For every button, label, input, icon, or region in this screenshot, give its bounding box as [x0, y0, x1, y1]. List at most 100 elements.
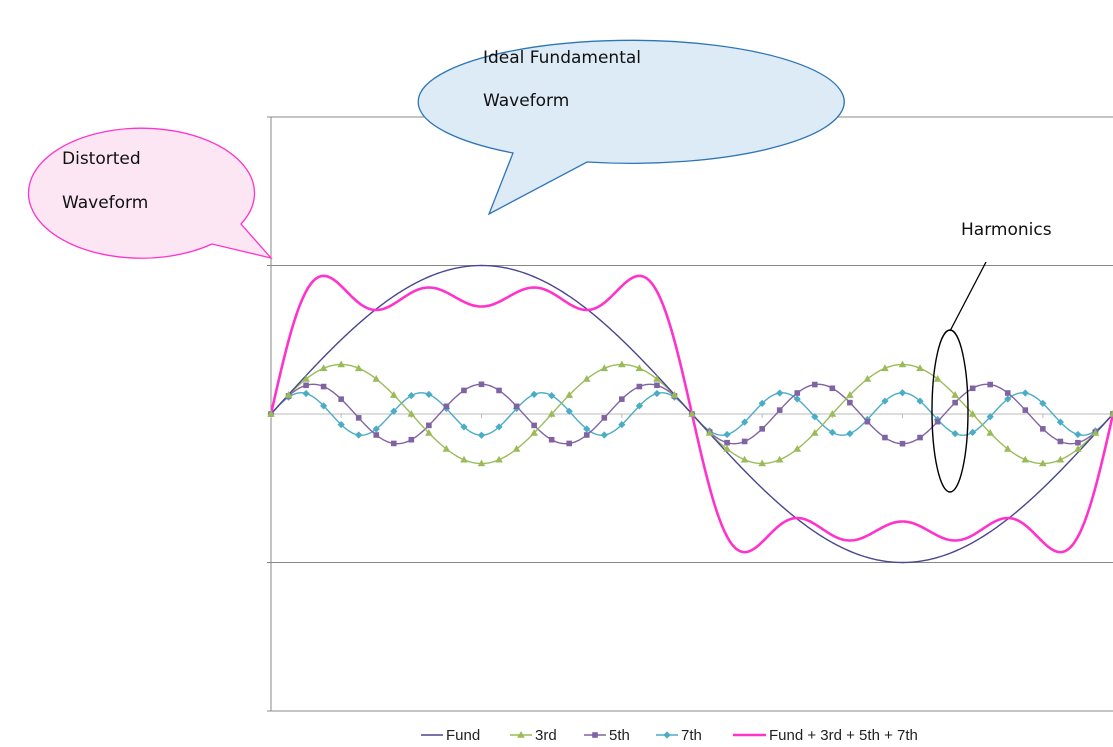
data-point-5th — [847, 399, 853, 406]
legend-label: 5th — [609, 727, 630, 744]
data-point-5th — [320, 383, 327, 390]
data-point-5th — [619, 396, 625, 402]
data-point-7th — [530, 390, 538, 399]
data-point-7th — [741, 418, 749, 426]
data-point-7th — [565, 407, 573, 415]
data-point-5th — [952, 399, 958, 406]
data-point-5th — [531, 422, 537, 429]
data-point-5th — [1004, 390, 1011, 396]
data-point-3rd — [986, 428, 995, 436]
distorted-waveform-callout: Distorted Waveform — [27, 127, 273, 260]
data-point-5th — [776, 407, 783, 413]
data-point-3rd — [547, 410, 556, 417]
data-point-3rd — [951, 391, 959, 398]
data-point-3rd — [670, 391, 679, 398]
data-point-3rd — [530, 428, 538, 436]
data-point-7th — [600, 431, 608, 439]
data-point-7th — [355, 431, 363, 439]
data-point-3rd — [793, 445, 802, 452]
data-point-3rd — [600, 364, 609, 372]
data-point-5th — [355, 415, 362, 421]
data-point-5th — [566, 440, 573, 447]
data-point-7th — [811, 413, 819, 421]
data-point-7th — [951, 429, 959, 438]
data-point-7th — [1004, 395, 1012, 403]
data-point-5th — [373, 432, 380, 438]
data-point-5th — [443, 403, 450, 410]
data-point-5th — [1040, 426, 1046, 432]
data-point-3rd — [688, 410, 696, 417]
data-point-3rd — [284, 391, 293, 398]
data-point-5th — [864, 418, 871, 425]
data-point-3rd — [407, 410, 416, 417]
data-point-3rd — [267, 410, 275, 417]
data-point-3rd — [758, 459, 766, 467]
data-point-3rd — [810, 428, 819, 436]
data-point-3rd — [705, 428, 714, 436]
data-point-7th — [846, 429, 854, 438]
data-point-3rd — [723, 445, 731, 452]
data-point-7th — [548, 392, 556, 400]
data-point-7th — [1074, 430, 1082, 439]
data-point-7th — [881, 397, 889, 405]
data-point-5th — [478, 381, 485, 388]
data-point-5th — [969, 385, 976, 392]
data-point-5th — [987, 381, 994, 388]
data-point-7th — [495, 423, 503, 431]
data-point-7th — [477, 431, 486, 439]
data-point-5th — [811, 381, 818, 388]
data-point-5th — [338, 396, 344, 402]
data-point-3rd — [425, 428, 433, 436]
data-point-5th — [496, 387, 502, 394]
data-point-5th — [1075, 439, 1081, 446]
data-point-7th — [425, 390, 433, 399]
data-point-7th — [916, 397, 924, 405]
data-point-3rd — [1056, 455, 1065, 463]
data-point-7th — [793, 395, 801, 403]
data-point-5th — [390, 440, 397, 447]
data-point-7th — [723, 430, 731, 439]
data-point-7th — [1039, 399, 1047, 407]
data-point-5th — [759, 426, 765, 432]
data-point-7th — [635, 402, 643, 410]
ideal-callout-line-1: Ideal Fundamental — [483, 48, 641, 68]
data-point-5th — [882, 434, 888, 441]
data-point-7th — [372, 425, 380, 433]
data-point-3rd — [933, 374, 942, 382]
data-point-5th — [601, 415, 608, 421]
data-point-7th — [583, 425, 591, 433]
data-point-3rd — [881, 364, 889, 372]
data-point-5th — [917, 434, 923, 441]
data-point-5th — [408, 436, 415, 443]
distorted-callout-line-1: Distorted — [62, 149, 141, 169]
data-point-5th — [303, 382, 309, 389]
data-point-3rd — [968, 410, 977, 417]
data-point-3rd — [740, 455, 749, 463]
data-point-3rd — [389, 391, 398, 398]
data-point-7th — [898, 389, 907, 397]
data-point-3rd — [565, 391, 574, 398]
data-point-3rd — [477, 459, 486, 467]
data-point-5th — [829, 385, 836, 392]
data-point-3rd — [1074, 445, 1082, 452]
data-point-3rd — [1091, 428, 1100, 436]
data-point-3rd — [828, 410, 837, 417]
data-point-7th — [653, 389, 661, 398]
data-point-3rd — [337, 360, 345, 368]
harmonics-label: Harmonics — [961, 220, 1052, 240]
data-point-3rd — [372, 374, 381, 382]
data-point-3rd — [512, 445, 521, 452]
data-point-3rd — [582, 374, 591, 382]
data-point-3rd — [302, 374, 310, 382]
data-point-7th — [969, 428, 977, 436]
data-point-3rd — [775, 455, 784, 463]
data-point-3rd — [916, 364, 924, 372]
data-point-7th — [1021, 389, 1029, 397]
legend-label: 3rd — [535, 727, 557, 744]
harmonics-ellipse — [931, 329, 969, 493]
data-point-5th — [461, 387, 467, 394]
data-point-7th — [1056, 418, 1064, 426]
data-point-3rd — [1039, 459, 1047, 467]
data-point-3rd — [846, 391, 854, 398]
